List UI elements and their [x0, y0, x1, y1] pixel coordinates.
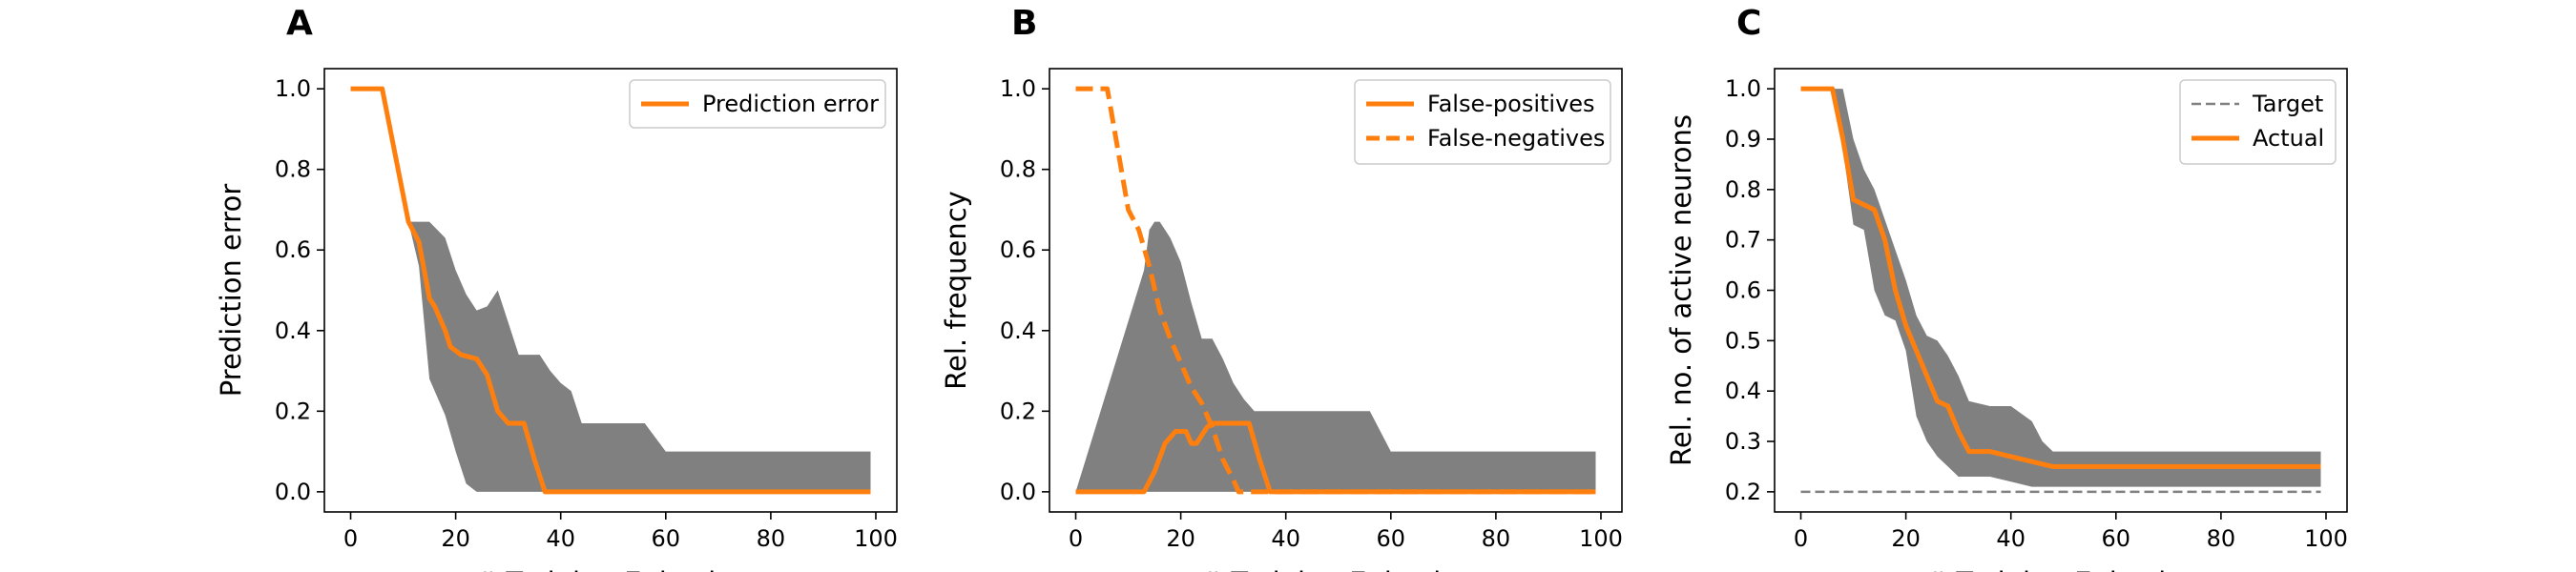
y-tick-label: 0.8 [1000, 156, 1036, 183]
x-tick-label: 100 [1579, 525, 1623, 552]
y-tick-label: 1.0 [1725, 75, 1761, 102]
x-axis-label: # Training Episodes [1199, 566, 1472, 572]
plot-frame [1049, 68, 1623, 513]
x-tick-label: 20 [1891, 525, 1921, 552]
y-tick-label: 0.5 [1725, 327, 1761, 354]
y-tick-label: 0.0 [1000, 479, 1036, 505]
legend: Prediction error [629, 79, 886, 129]
x-tick-label: 80 [757, 525, 786, 552]
panel-a: A 0 20 40 60 80 100 0.0 0.2 0.4 0.6 0.8 1.0 # Trainin… [215, 4, 898, 572]
y-tick-label: 0.9 [1725, 126, 1761, 153]
legend-box [2179, 79, 2337, 165]
legend-label: Actual [2253, 125, 2324, 152]
y-tick-label: 0.2 [1725, 479, 1761, 505]
legend: False-positives False-negatives [1354, 79, 1611, 165]
x-axis-label: # Training Episodes [474, 566, 747, 572]
panel-b: B 0 20 40 60 80 100 0.0 0.2 0.4 0.6 0.8 1.0 # Trainin… [940, 4, 1623, 572]
y-tick-label: 0.4 [275, 317, 311, 344]
legend: Target Actual [2179, 79, 2337, 165]
y-tick-label: 0.2 [275, 398, 311, 424]
x-tick-label: 20 [441, 525, 470, 552]
x-tick-label: 80 [2207, 525, 2236, 552]
legend-label: Target [2252, 91, 2323, 117]
x-tick-label: 60 [2102, 525, 2131, 552]
legend-box [1354, 79, 1611, 165]
y-tick-label: 0.2 [1000, 398, 1036, 424]
series-line-false-positives [1075, 420, 1596, 495]
y-tick-label: 0.4 [1725, 378, 1761, 404]
panel-letter: C [1736, 4, 1761, 43]
y-tick-label: 1.0 [1000, 75, 1036, 102]
x-tick-label: 100 [854, 525, 898, 552]
series-line-actual [1800, 86, 2321, 469]
y-tick-label: 0.0 [275, 479, 311, 505]
panel-c: C 0 20 40 60 80 100 0.2 0.3 0.4 0.5 0.6 0.7 0.8 0.9 1.0… [1665, 4, 2348, 572]
x-tick-label: 40 [1271, 525, 1300, 552]
panel-letter: A [286, 4, 313, 43]
y-tick-label: 0.7 [1725, 227, 1761, 254]
x-tick-label: 60 [1377, 525, 1406, 552]
y-tick-label: 0.8 [275, 156, 311, 183]
y-tick-label: 0.6 [1000, 236, 1036, 263]
plot-frame [323, 68, 898, 513]
series-line-prediction-error [350, 86, 871, 495]
x-tick-label: 40 [546, 525, 575, 552]
variance-band [1075, 221, 1596, 492]
y-axis-label: Rel. no. of active neurons [1665, 114, 1697, 466]
y-tick-label: 0.3 [1725, 428, 1761, 455]
y-tick-label: 1.0 [275, 75, 311, 102]
y-tick-label: 0.4 [1000, 317, 1036, 344]
x-tick-label: 0 [1069, 525, 1083, 552]
y-tick-label: 0.6 [275, 236, 311, 263]
y-axis-label: Rel. frequency [940, 191, 972, 390]
legend-box [629, 79, 886, 129]
x-tick-label: 0 [1794, 525, 1808, 552]
x-tick-label: 40 [1996, 525, 2025, 552]
legend-label: False-negatives [1427, 125, 1605, 152]
variance-band [350, 89, 871, 492]
x-tick-label: 0 [343, 525, 358, 552]
y-tick-label: 0.8 [1725, 176, 1761, 203]
x-tick-label: 60 [652, 525, 681, 552]
y-axis-label: Prediction error [215, 184, 247, 398]
panel-letter: B [1011, 4, 1037, 43]
x-tick-label: 20 [1166, 525, 1195, 552]
x-axis-label: # Training Episodes [1924, 566, 2197, 572]
legend-label: Prediction error [702, 91, 879, 117]
series-line-false-negatives [1075, 86, 1596, 495]
x-tick-label: 100 [2304, 525, 2348, 552]
x-tick-label: 80 [1482, 525, 1511, 552]
y-tick-label: 0.6 [1725, 277, 1761, 304]
legend-label: False-positives [1427, 91, 1595, 117]
